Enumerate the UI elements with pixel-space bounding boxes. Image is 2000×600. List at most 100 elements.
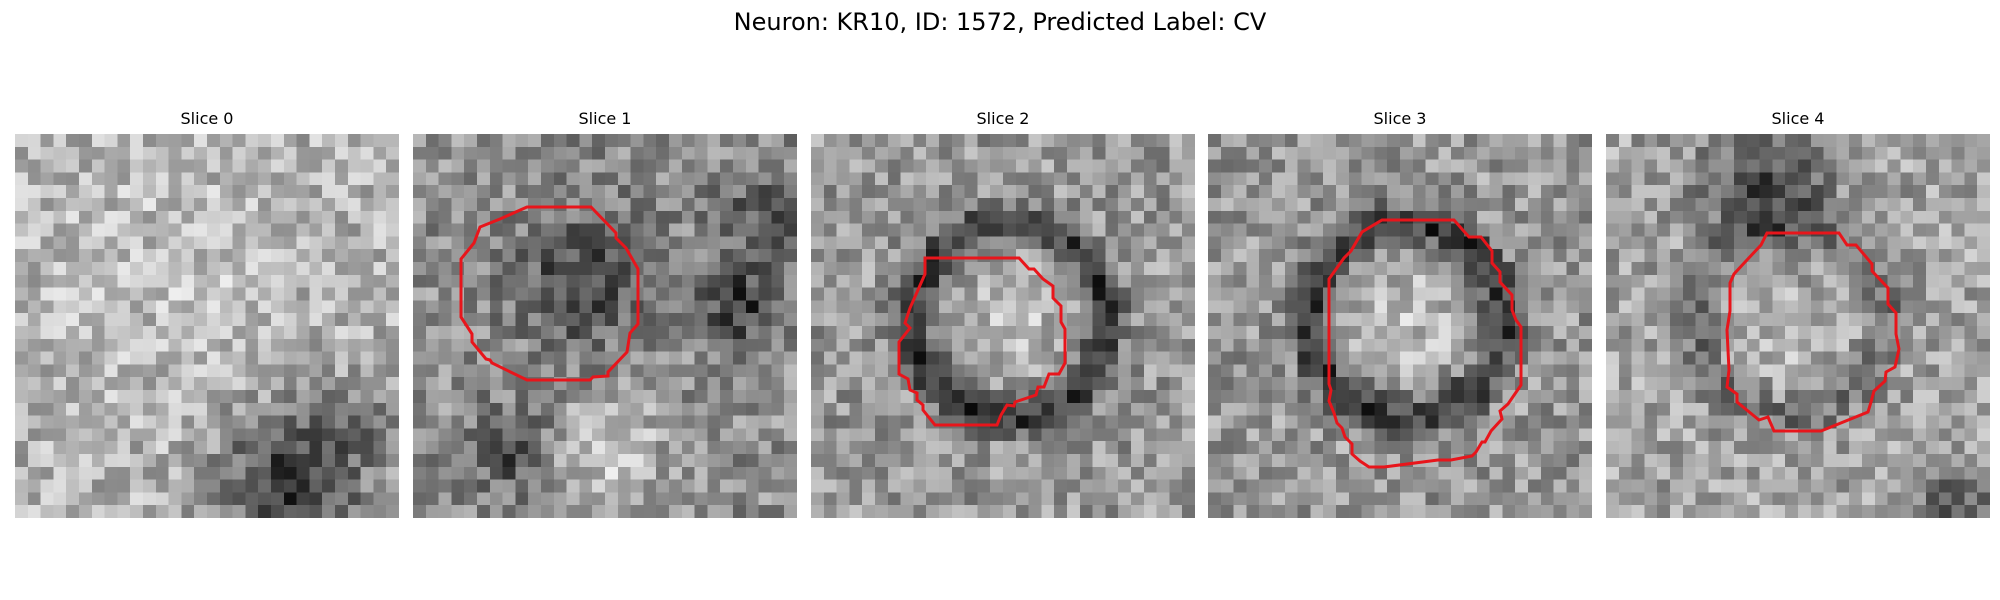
image-pixel — [15, 134, 29, 148]
image-pixel — [155, 415, 170, 429]
image-pixel — [553, 287, 568, 301]
image-pixel — [1464, 428, 1478, 442]
image-pixel — [1887, 402, 1901, 417]
image-pixel — [1310, 479, 1324, 493]
image-pixel — [1156, 415, 1170, 429]
image-pixel — [553, 479, 568, 493]
image-pixel — [438, 185, 452, 199]
image-pixel — [1272, 134, 1286, 148]
image-pixel — [207, 364, 221, 378]
image-pixel — [207, 249, 221, 263]
image-pixel — [130, 454, 144, 468]
image-pixel — [489, 505, 504, 518]
image-pixel — [1412, 441, 1427, 455]
image-pixel — [745, 415, 760, 429]
image-pixel — [1182, 428, 1195, 442]
image-pixel — [1092, 326, 1106, 340]
image-pixel — [862, 390, 876, 404]
image-pixel — [836, 313, 850, 327]
image-pixel — [258, 402, 272, 417]
image-pixel — [1336, 236, 1350, 250]
image-pixel — [771, 402, 785, 417]
image-pixel — [1400, 326, 1414, 340]
image-pixel — [309, 262, 323, 276]
image-pixel — [1297, 505, 1311, 518]
image-pixel — [207, 236, 221, 250]
image-pixel — [1003, 262, 1017, 276]
image-pixel — [1438, 377, 1452, 391]
image-pixel — [1015, 236, 1030, 250]
image-pixel — [347, 262, 362, 276]
image-pixel — [1015, 300, 1030, 314]
image-pixel — [1451, 300, 1465, 314]
image-pixel — [811, 287, 825, 301]
image-pixel — [1772, 274, 1786, 289]
image-pixel — [1336, 364, 1350, 378]
image-pixel — [451, 159, 465, 173]
image-pixel — [926, 146, 940, 161]
image-pixel — [1015, 364, 1030, 378]
image-pixel — [1067, 236, 1081, 250]
image-pixel — [66, 159, 80, 173]
image-pixel — [1823, 377, 1837, 391]
image-pixel — [283, 185, 298, 199]
image-pixel — [1926, 210, 1940, 225]
image-pixel — [1631, 313, 1645, 327]
image-pixel — [1913, 236, 1927, 250]
image-pixel — [811, 134, 825, 148]
image-pixel — [1913, 492, 1927, 506]
image-pixel — [1297, 249, 1311, 263]
image-pixel — [425, 313, 440, 327]
image-pixel — [694, 390, 708, 404]
image-pixel — [130, 402, 144, 417]
image-pixel — [515, 402, 529, 417]
image-pixel — [1553, 287, 1567, 301]
image-pixel — [605, 466, 619, 481]
image-pixel — [438, 159, 452, 173]
image-pixel — [1566, 210, 1580, 225]
image-pixel — [296, 185, 310, 199]
image-pixel — [515, 351, 529, 365]
image-pixel — [1220, 236, 1235, 250]
image-pixel — [322, 505, 336, 518]
image-pixel — [1502, 134, 1516, 148]
image-pixel — [413, 466, 427, 481]
image-pixel — [1118, 146, 1132, 161]
image-pixel — [168, 313, 182, 327]
image-pixel — [745, 210, 760, 225]
image-pixel — [1579, 428, 1592, 442]
image-pixel — [1528, 134, 1542, 148]
image-pixel — [1862, 185, 1876, 199]
image-pixel — [1374, 428, 1388, 442]
image-pixel — [643, 287, 657, 301]
image-pixel — [1798, 402, 1812, 417]
image-pixel — [1079, 146, 1094, 161]
image-pixel — [823, 338, 838, 353]
image-pixel — [1540, 300, 1555, 314]
image-pixel — [1670, 159, 1684, 173]
image-pixel — [669, 492, 683, 506]
image-pixel — [104, 402, 118, 417]
image-pixel — [1169, 262, 1183, 276]
image-pixel — [322, 364, 336, 378]
image-pixel — [528, 492, 542, 506]
image-pixel — [1284, 441, 1299, 455]
image-pixel — [232, 441, 246, 455]
image-pixel — [707, 313, 721, 327]
image-pixel — [617, 146, 632, 161]
image-pixel — [219, 249, 234, 263]
image-pixel — [1836, 479, 1850, 493]
image-pixel — [1233, 287, 1247, 301]
image-pixel — [1938, 134, 1953, 148]
image-pixel — [413, 428, 427, 442]
image-pixel — [951, 441, 966, 455]
image-pixel — [836, 377, 850, 391]
image-pixel — [1977, 364, 1990, 378]
image-pixel — [1502, 223, 1516, 237]
image-pixel — [1695, 428, 1709, 442]
image-pixel — [926, 300, 940, 314]
image-pixel — [66, 402, 80, 417]
image-pixel — [79, 479, 93, 493]
image-pixel — [1003, 198, 1017, 212]
image-pixel — [1964, 236, 1978, 250]
